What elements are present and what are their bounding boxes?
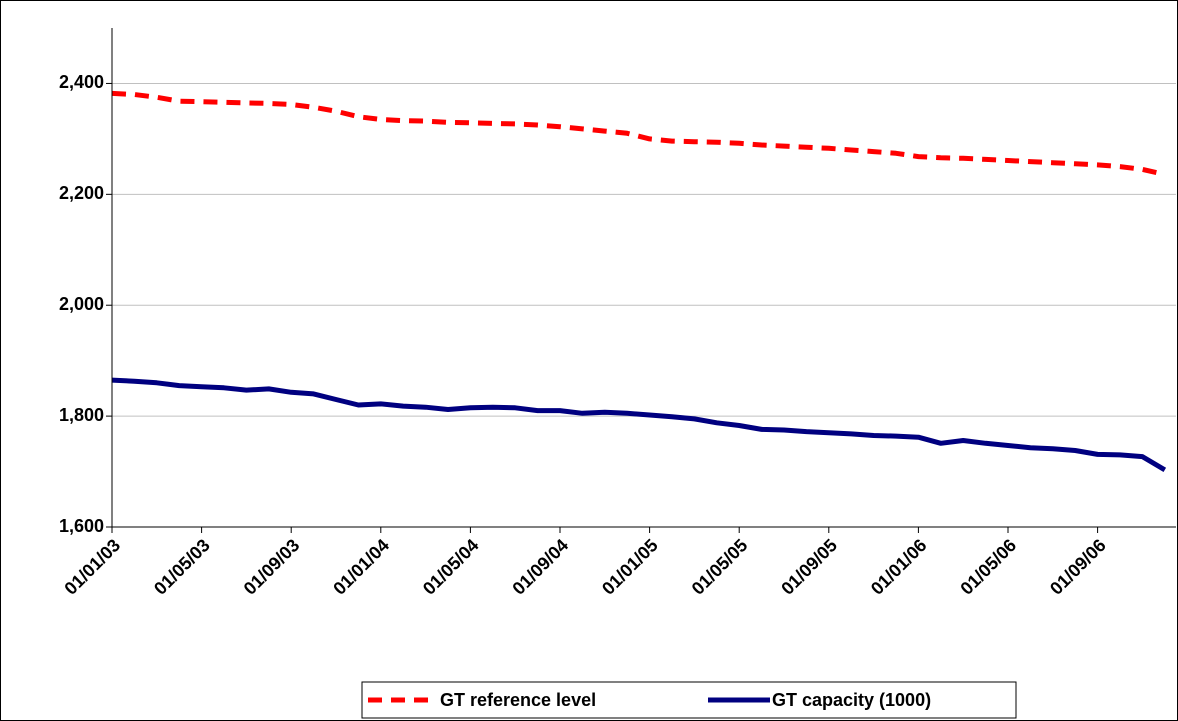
y-tick-label: 1,800 [59,405,104,425]
data-line [111,377,1167,473]
data-line [111,90,1166,177]
y-tick-label: 2,200 [59,183,104,203]
legend-label: GT reference level [440,690,596,710]
legend-label: GT capacity (1000) [772,690,931,710]
y-tick-label: 2,400 [59,72,104,92]
y-tick-label: 2,000 [59,294,104,314]
legend-box [361,681,1017,719]
y-tick-label: 1,600 [59,516,104,536]
